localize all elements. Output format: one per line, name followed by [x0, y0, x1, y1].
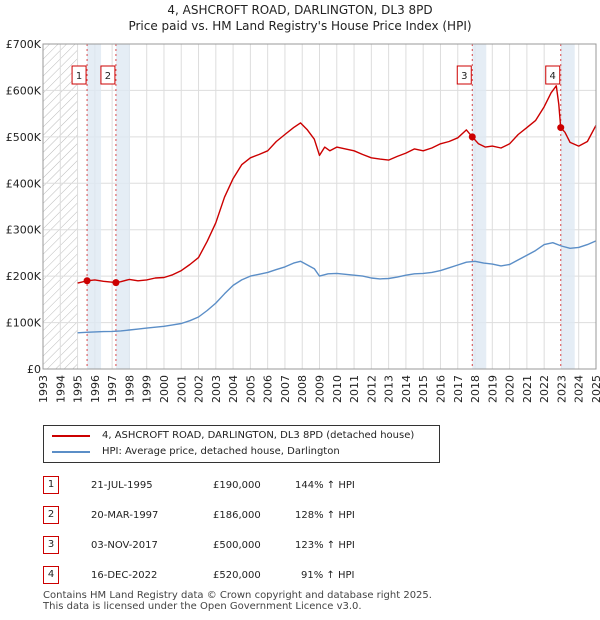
sale-label-box — [100, 65, 116, 85]
x-tick-label: 2016 — [434, 375, 447, 403]
sale-band — [115, 44, 130, 369]
transaction-price: £186,000 — [213, 510, 261, 521]
x-tick-label: 2001 — [175, 375, 188, 403]
x-tick-label: 2007 — [279, 375, 292, 403]
y-tick-label: £200K — [6, 270, 42, 283]
y-tick-label: £500K — [6, 131, 42, 144]
legend-swatch-property — [52, 435, 90, 437]
transaction-hpi: 91% ↑ HPI — [301, 570, 355, 581]
x-tick-label: 2002 — [193, 375, 206, 403]
x-tick-label: 2008 — [296, 375, 309, 403]
transaction-price: £190,000 — [213, 480, 261, 491]
x-tick-label: 2010 — [331, 375, 344, 403]
chart-legend: 4, ASHCROFT ROAD, DARLINGTON, DL3 8PD (d… — [43, 425, 440, 463]
x-tick-label: 2024 — [573, 375, 586, 403]
sale-label-box — [71, 65, 87, 85]
x-tick-label: 2020 — [504, 375, 517, 403]
price-chart: 1 2 3 4 £0 £100K £200K £300K £400K £500K £600K £70… — [6, 38, 600, 403]
x-tick-label: 2022 — [538, 375, 551, 403]
x-tick-label: 2013 — [383, 375, 396, 403]
legend-label-property: 4, ASHCROFT ROAD, DARLINGTON, DL3 8PD (d… — [102, 430, 415, 441]
transaction-date: 21-JUL-1995 — [91, 480, 153, 491]
x-tick-label: 2015 — [417, 375, 430, 403]
footer-attribution: Contains HM Land Registry data © Crown c… — [43, 590, 432, 612]
x-tick-label: 2014 — [400, 375, 413, 403]
x-tick-label: 2006 — [262, 375, 275, 403]
x-tick-label: 1995 — [72, 375, 85, 403]
footer-line-licence: This data is licensed under the Open Gov… — [43, 601, 362, 612]
legend-label-hpi: HPI: Average price, detached house, Darl… — [102, 446, 340, 457]
x-tick-label: 2000 — [158, 375, 171, 403]
sale-label: 1 — [76, 71, 82, 82]
x-tick-label: 2003 — [210, 375, 223, 403]
sale-label-box — [456, 65, 472, 85]
x-tick-label: 2011 — [348, 375, 361, 403]
sale-band — [472, 44, 487, 369]
y-tick-label: £600K — [6, 84, 42, 97]
x-tick-label: 2018 — [469, 375, 482, 403]
x-tick-label: 2004 — [227, 375, 240, 403]
y-tick-label: £100K — [6, 317, 42, 330]
transaction-date: 20-MAR-1997 — [91, 510, 159, 521]
transaction-hpi: 123% ↑ HPI — [295, 540, 355, 551]
series-line-property — [77, 85, 597, 284]
y-tick-label: £400K — [6, 177, 42, 190]
x-tick-label: 2025 — [590, 375, 600, 403]
transaction-hpi: 144% ↑ HPI — [295, 480, 355, 491]
x-tick-label: 1996 — [89, 375, 102, 403]
transaction-marker: 1 — [43, 476, 59, 494]
x-tick-label: 2012 — [365, 375, 378, 403]
transaction-price: £500,000 — [213, 540, 261, 551]
sale-point — [112, 279, 120, 287]
x-tick-label: 1994 — [54, 375, 67, 403]
sale-band — [87, 44, 102, 369]
chart-title-line1: 4, ASHCROFT ROAD, DARLINGTON, DL3 8PD — [167, 3, 433, 17]
x-tick-label: 2017 — [452, 375, 465, 403]
chart-title-line2: Price paid vs. HM Land Registry's House … — [128, 19, 472, 33]
transaction-date: 03-NOV-2017 — [91, 540, 158, 551]
legend-swatch-hpi — [52, 451, 90, 453]
x-tick-label: 2005 — [244, 375, 257, 403]
sale-point — [557, 124, 565, 132]
sale-label-box — [545, 65, 561, 85]
sale-band — [560, 44, 575, 369]
sale-point — [468, 133, 476, 141]
sale-label: 3 — [461, 71, 467, 82]
x-tick-label: 1997 — [106, 375, 119, 403]
sale-label: 2 — [105, 71, 111, 82]
x-tick-label: 2023 — [555, 375, 568, 403]
transaction-marker: 2 — [43, 506, 59, 524]
transaction-price: £520,000 — [213, 570, 261, 581]
y-tick-label: £300K — [6, 224, 42, 237]
transaction-date: 16-DEC-2022 — [91, 570, 158, 581]
x-tick-label: 1993 — [37, 375, 50, 403]
transaction-marker: 3 — [43, 536, 59, 554]
x-tick-label: 2021 — [521, 375, 534, 403]
x-tick-label: 2009 — [314, 375, 327, 403]
plot-frame — [42, 43, 597, 370]
footer-line-copyright: Contains HM Land Registry data © Crown c… — [43, 590, 432, 601]
x-tick-label: 2019 — [486, 375, 499, 403]
y-tick-label: £0 — [27, 363, 41, 376]
series-line-hpi — [77, 240, 597, 334]
transaction-hpi: 128% ↑ HPI — [295, 510, 355, 521]
sale-point — [83, 277, 91, 285]
y-tick-label: £700K — [6, 38, 42, 51]
transaction-marker: 4 — [43, 566, 59, 584]
x-tick-label: 1998 — [123, 375, 136, 403]
x-tick-label: 1999 — [141, 375, 154, 403]
sale-label: 4 — [550, 71, 556, 82]
